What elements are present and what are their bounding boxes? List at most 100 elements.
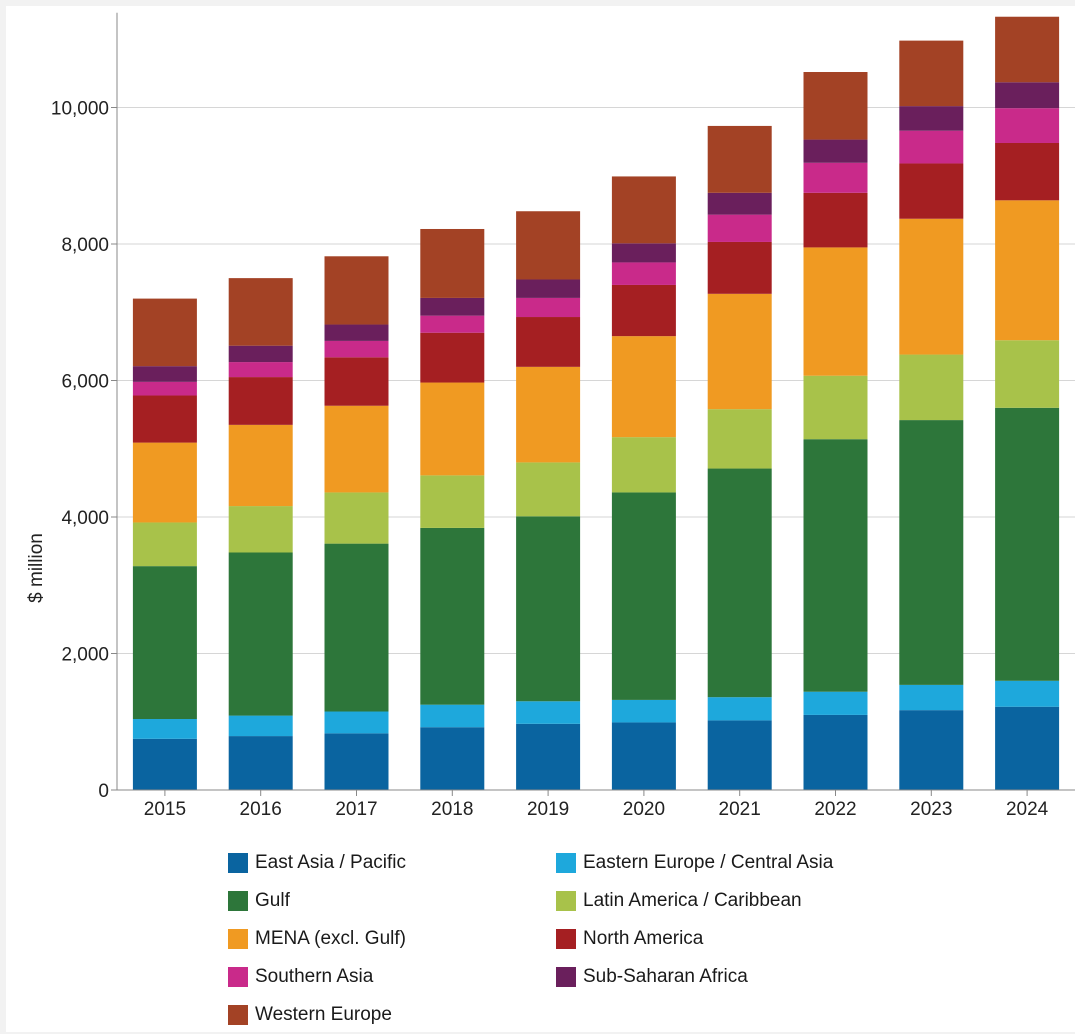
chart-frame: 0 2,000 4,000 6,000 8,000 10,000 2015 2016 2017 2… <box>6 6 1075 1032</box>
bar-segment <box>132 719 197 739</box>
x-tick-label: 2021 <box>719 799 761 820</box>
y-tick-label: 6,000 <box>61 372 109 393</box>
legend: East Asia / Pacific Eastern Europe / Cent… <box>228 844 888 1034</box>
legend-label: Sub-Saharan Africa <box>583 966 748 987</box>
legend-swatch <box>228 929 248 949</box>
bar-segment <box>611 722 676 790</box>
bar-segment <box>420 382 485 476</box>
bar-segment <box>324 324 389 341</box>
legend-item: Western Europe <box>228 996 556 1034</box>
y-tick-label: 8,000 <box>61 235 109 256</box>
legend-item: Latin America / Caribbean <box>556 882 884 920</box>
bar-segment <box>132 298 197 367</box>
legend-item: Eastern Europe / Central Asia <box>556 844 884 882</box>
x-tick-label: 2018 <box>431 799 473 820</box>
bar-segment <box>420 727 485 790</box>
bar-segment <box>707 697 772 721</box>
x-tick-label: 2019 <box>527 799 569 820</box>
bar-segment <box>899 354 964 421</box>
bar-segment <box>803 439 868 692</box>
y-axis-label: $ million <box>26 533 47 603</box>
legend-swatch <box>228 853 248 873</box>
legend-swatch <box>228 967 248 987</box>
bar-segment <box>707 241 772 294</box>
bar-segment <box>228 278 293 346</box>
bar-segment <box>420 297 485 316</box>
legend-swatch <box>556 891 576 911</box>
bar-segment <box>516 317 581 367</box>
bar-segment <box>324 492 389 544</box>
bar-segment <box>707 293 772 410</box>
bar-segment <box>707 192 772 215</box>
legend-swatch <box>556 929 576 949</box>
bar-segment <box>420 475 485 528</box>
x-tick-label: 2022 <box>814 799 856 820</box>
bar-segment <box>420 704 485 728</box>
x-tick-label: 2016 <box>240 799 282 820</box>
legend-swatch <box>556 967 576 987</box>
legend-label: East Asia / Pacific <box>255 852 407 873</box>
bar-segment <box>324 733 389 790</box>
bar-segment <box>803 714 868 790</box>
bar-segment <box>803 375 868 440</box>
bar-segment <box>899 684 964 711</box>
bar-segment <box>516 366 581 463</box>
bar-segment <box>899 218 964 355</box>
x-tick-label: 2017 <box>335 799 377 820</box>
legend-item: Southern Asia <box>228 958 556 996</box>
legend-label: Eastern Europe / Central Asia <box>583 852 834 873</box>
bar-segment <box>228 552 293 716</box>
axes: 0 2,000 4,000 6,000 8,000 10,000 2015 2016 2017 2… <box>51 12 1075 820</box>
bar-segment <box>132 522 197 567</box>
bar-segment <box>707 214 772 242</box>
bar-segment <box>420 332 485 383</box>
bar-segment <box>611 437 676 493</box>
bar-segment <box>803 247 868 376</box>
y-tick-label: 2,000 <box>61 645 109 666</box>
bar-segment <box>995 706 1060 790</box>
legend-label: Gulf <box>255 890 290 911</box>
bar-segment <box>516 211 581 280</box>
y-tick-label: 4,000 <box>61 508 109 529</box>
bar-segment <box>132 366 197 382</box>
bar-segment <box>228 345 293 363</box>
x-tick-label: 2023 <box>910 799 952 820</box>
stacked-bar-chart: 0 2,000 4,000 6,000 8,000 10,000 2015 2016 2017 2… <box>26 12 1075 820</box>
bar-segment <box>324 256 389 325</box>
bar-segment <box>995 200 1060 341</box>
bar-segment <box>516 462 581 517</box>
bar-segment <box>707 409 772 469</box>
legend-item: Gulf <box>228 882 556 920</box>
bar-segment <box>324 340 389 358</box>
bar-segment <box>132 738 197 790</box>
bar-segment <box>995 680 1060 707</box>
bar-segment <box>611 284 676 337</box>
bar-segment <box>611 336 676 438</box>
bar-segment <box>611 262 676 285</box>
legend-label: Southern Asia <box>255 966 374 987</box>
bar-segment <box>132 381 197 396</box>
bar-segment <box>899 710 964 790</box>
legend-swatch <box>228 1005 248 1025</box>
bar-segment <box>611 176 676 244</box>
bar-segment <box>995 82 1060 109</box>
bar-segment <box>228 377 293 425</box>
bar-segment <box>899 130 964 164</box>
legend-item: East Asia / Pacific <box>228 844 556 882</box>
bar-segment <box>420 527 485 705</box>
bars <box>132 16 1060 790</box>
bar-segment <box>611 492 676 700</box>
bar-segment <box>324 405 389 493</box>
bar-segment <box>803 72 868 140</box>
bar-segment <box>516 297 581 318</box>
x-tick-label: 2024 <box>1006 799 1049 820</box>
bar-segment <box>324 543 389 712</box>
bar-segment <box>228 506 293 553</box>
bar-segment <box>516 723 581 790</box>
bar-segment <box>420 228 485 298</box>
bar-segment <box>899 420 964 685</box>
bar-segment <box>228 715 293 737</box>
bar-segment <box>803 139 868 163</box>
bar-segment <box>228 424 293 507</box>
bar-segment <box>132 395 197 443</box>
